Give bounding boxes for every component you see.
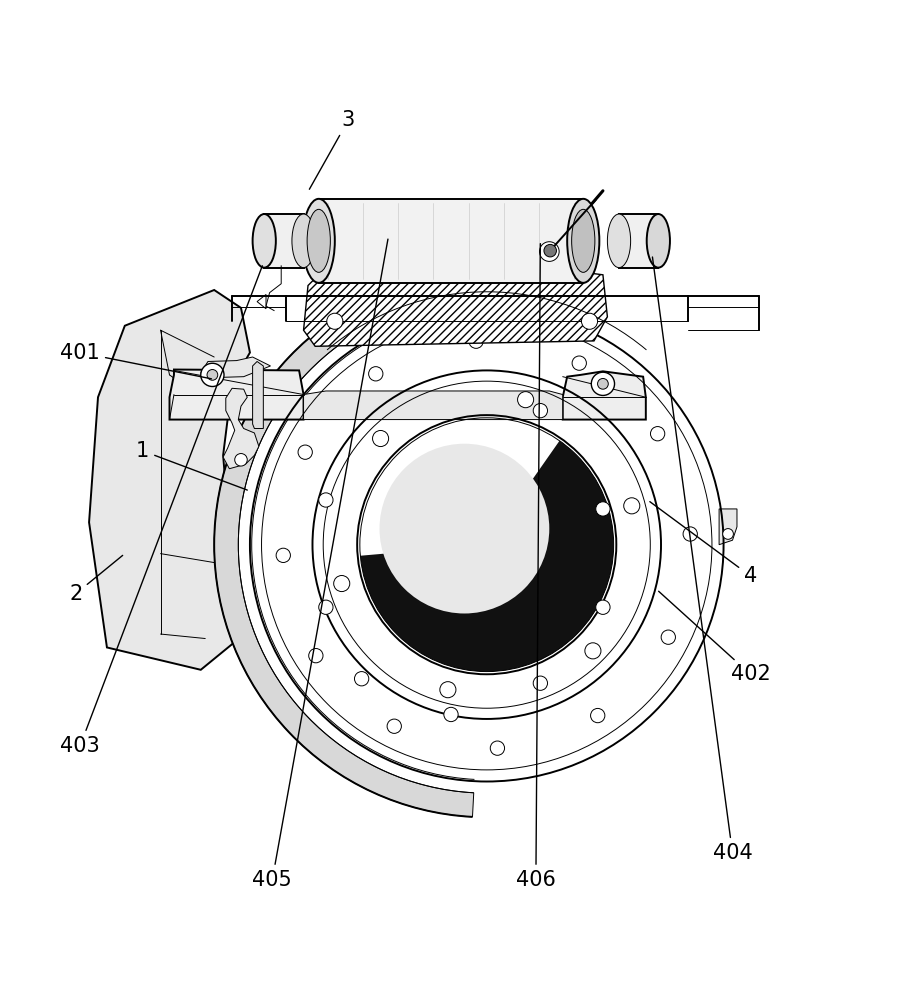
Circle shape [276, 548, 290, 562]
Text: 401: 401 [60, 343, 211, 379]
Circle shape [380, 444, 549, 613]
Circle shape [533, 403, 548, 418]
Circle shape [387, 719, 401, 733]
Circle shape [572, 356, 586, 370]
Circle shape [469, 334, 483, 348]
Polygon shape [170, 370, 304, 420]
Circle shape [596, 600, 610, 614]
Text: 402: 402 [658, 591, 770, 684]
Ellipse shape [572, 209, 595, 272]
Wedge shape [360, 441, 613, 672]
Circle shape [723, 529, 733, 539]
Circle shape [207, 370, 217, 380]
Circle shape [623, 498, 640, 514]
Ellipse shape [307, 209, 330, 272]
Polygon shape [619, 214, 658, 268]
Polygon shape [304, 260, 607, 346]
Circle shape [250, 308, 723, 782]
Circle shape [327, 313, 343, 329]
Circle shape [584, 643, 601, 659]
Circle shape [444, 707, 458, 722]
Circle shape [298, 445, 312, 459]
Polygon shape [223, 388, 259, 469]
Text: 405: 405 [253, 239, 388, 890]
Circle shape [596, 502, 610, 516]
Circle shape [318, 600, 333, 614]
Text: 406: 406 [516, 244, 556, 890]
Ellipse shape [292, 214, 315, 268]
Ellipse shape [567, 199, 599, 283]
Circle shape [354, 672, 369, 686]
Circle shape [591, 708, 605, 723]
Polygon shape [89, 290, 250, 670]
Polygon shape [318, 199, 584, 283]
Circle shape [440, 682, 456, 698]
Ellipse shape [303, 199, 335, 283]
Polygon shape [201, 357, 271, 378]
Circle shape [201, 363, 224, 387]
Polygon shape [253, 361, 263, 429]
Circle shape [518, 392, 534, 408]
Text: 3: 3 [309, 110, 354, 189]
Polygon shape [264, 214, 304, 268]
Text: 2: 2 [69, 555, 123, 604]
Text: 404: 404 [652, 257, 752, 863]
Polygon shape [563, 371, 646, 420]
Circle shape [539, 242, 559, 261]
Ellipse shape [253, 214, 276, 268]
Circle shape [235, 454, 247, 466]
Circle shape [661, 630, 676, 644]
Circle shape [373, 430, 389, 447]
Circle shape [308, 649, 323, 663]
Text: 1: 1 [136, 441, 247, 490]
Polygon shape [215, 272, 474, 817]
Circle shape [369, 367, 383, 381]
Ellipse shape [647, 214, 670, 268]
Circle shape [592, 372, 614, 395]
Circle shape [597, 378, 608, 389]
Ellipse shape [607, 214, 630, 268]
Circle shape [544, 244, 557, 257]
Text: 403: 403 [60, 266, 262, 756]
Circle shape [683, 527, 697, 541]
Text: 4: 4 [649, 502, 757, 586]
Circle shape [533, 676, 548, 690]
Circle shape [334, 575, 350, 592]
Polygon shape [304, 391, 563, 420]
Circle shape [318, 493, 333, 507]
Circle shape [582, 313, 597, 329]
Circle shape [650, 427, 665, 441]
Circle shape [491, 741, 504, 755]
Polygon shape [719, 509, 737, 545]
